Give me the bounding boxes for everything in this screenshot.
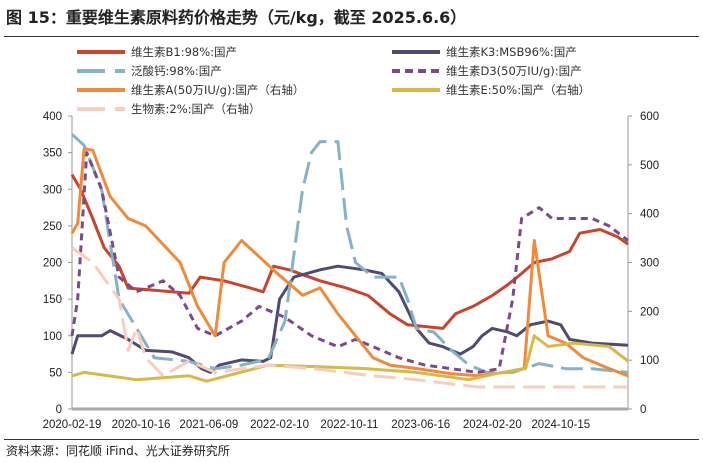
left-tick-label: 400 xyxy=(43,111,62,123)
line-chart: 0 50 100 150 200 250 300 350 400 0 100 200 300 400 500… xyxy=(43,111,660,431)
right-tick-label: 300 xyxy=(640,258,659,270)
legend-label: 生物素:2%:国产（右轴） xyxy=(131,102,261,116)
legend-label: 维生素E:50%:国产（右轴） xyxy=(446,83,591,97)
legend-label: 维生素K3:MSB96%:国产 xyxy=(446,45,577,59)
series-line-7 xyxy=(71,246,628,389)
series-line-2 xyxy=(70,264,629,374)
left-tick-label: 300 xyxy=(43,184,62,196)
x-tick-label: 2022-02-10 xyxy=(250,419,309,431)
legend-swatch xyxy=(77,107,125,111)
right-tick-label: 200 xyxy=(640,306,659,318)
x-tick-label: 2024-10-15 xyxy=(531,419,590,431)
legend-label: 泛酸钙:98%:国产 xyxy=(131,64,222,78)
legend-swatch xyxy=(392,88,440,92)
figure-title: 图 15：重要维生素原料药价格走势（元/kg，截至 2025.6.6） xyxy=(6,8,467,27)
legend-swatch xyxy=(392,50,440,54)
x-tick-label: 2023-06-16 xyxy=(391,419,450,431)
x-tick-label: 2024-02-20 xyxy=(463,419,522,431)
series-line-6 xyxy=(71,334,629,383)
legend-swatch xyxy=(392,69,440,73)
left-tick-label: 50 xyxy=(49,367,62,379)
legend-item: 维生素D3(50万IU/g):国产 xyxy=(390,63,582,79)
right-tick-label: 600 xyxy=(640,111,659,123)
x-tick-label: 2020-02-19 xyxy=(43,419,102,431)
title-divider xyxy=(4,36,699,37)
left-tick-label: 0 xyxy=(56,404,62,416)
left-tick-label: 100 xyxy=(43,331,62,343)
right-tick-label: 400 xyxy=(640,209,659,221)
left-tick-label: 250 xyxy=(43,221,62,233)
source-note: 资料来源：同花顺 iFind、光大证券研究所 xyxy=(6,444,230,458)
legend-item: 生物素:2%:国产（右轴） xyxy=(75,101,261,117)
left-tick-label: 200 xyxy=(43,258,62,270)
series-line-3 xyxy=(70,133,629,374)
x-tick-label: 2022-10-11 xyxy=(320,419,378,431)
right-tick-label: 0 xyxy=(640,404,646,416)
x-tick-label: 2020-10-16 xyxy=(112,419,171,431)
legend-item: 泛酸钙:98%:国产 xyxy=(75,63,222,79)
legend-label: 维生素A(50万IU/g):国产（右轴） xyxy=(131,83,305,97)
series-line-4 xyxy=(70,151,629,374)
legend-item: 维生素B1:98%:国产 xyxy=(75,44,237,60)
right-tick-label: 500 xyxy=(640,160,659,172)
legend-swatch xyxy=(77,50,125,54)
legend-swatch xyxy=(77,88,125,92)
source-divider xyxy=(4,439,699,440)
legend-swatch xyxy=(77,69,125,73)
legend-label: 维生素B1:98%:国产 xyxy=(131,45,238,59)
legend-label: 维生素D3(50万IU/g):国产 xyxy=(446,64,582,78)
legend-item: 维生素A(50万IU/g):国产（右轴） xyxy=(75,82,304,98)
legend-item: 维生素K3:MSB96%:国产 xyxy=(390,44,577,60)
legend-item: 维生素E:50%:国产（右轴） xyxy=(390,82,590,98)
left-tick-label: 150 xyxy=(43,294,62,306)
right-tick-label: 100 xyxy=(640,355,659,367)
x-tick-label: 2021-06-09 xyxy=(179,419,238,431)
left-tick-label: 350 xyxy=(43,148,62,160)
series-line-5 xyxy=(70,147,629,378)
